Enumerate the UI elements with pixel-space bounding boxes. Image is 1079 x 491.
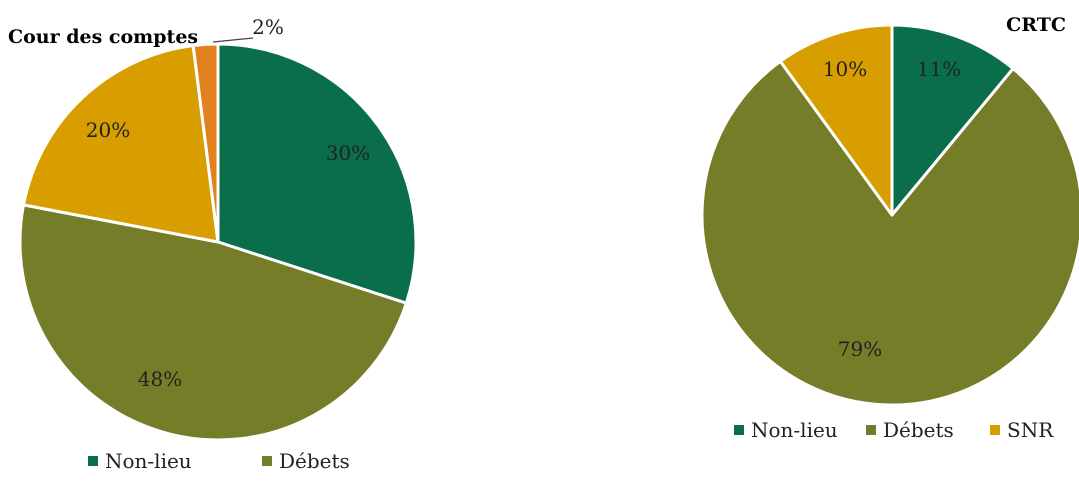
legend-item-d-bets: Débets	[866, 418, 954, 442]
data-label-other: 2%	[252, 15, 284, 39]
legend-label: Non-lieu	[751, 418, 838, 442]
data-label-d-bets: 48%	[138, 367, 182, 391]
chart-title: CRTC	[1006, 14, 1066, 36]
legend-label: Débets	[279, 449, 350, 473]
legend-swatch	[734, 425, 744, 435]
legend-swatch	[262, 456, 272, 466]
legend-label: Débets	[883, 418, 954, 442]
data-label-d-bets: 79%	[838, 337, 882, 361]
data-label-snr: 20%	[86, 118, 130, 142]
chart-legend: Non-lieu Débets SNR	[734, 418, 1054, 442]
label-leader-line	[212, 37, 254, 43]
chart-title: Cour des comptes	[8, 26, 198, 48]
chart-legend: Non-lieu Débets	[88, 449, 350, 473]
pie-slices	[700, 23, 1079, 407]
pie-slice-non-lieu	[890, 23, 1015, 217]
legend-label: Non-lieu	[105, 449, 192, 473]
pie-labels: 30% 48% 20% 2%	[86, 15, 370, 391]
pie-slice-d-bets	[18, 203, 408, 442]
pie-slice-other	[191, 42, 220, 244]
data-label-snr: 10%	[823, 57, 867, 81]
pie-slice-non-lieu	[216, 42, 418, 305]
legend-item-non-lieu: Non-lieu	[734, 418, 838, 442]
legend-label: SNR	[1007, 418, 1054, 442]
pie-chart-cour-des-comptes: 30% 48% 20% 2% Cour des comptes Non-lieu Déb…	[8, 15, 418, 473]
pie-slice-d-bets	[700, 59, 1079, 407]
pie-labels: 11% 79% 10%	[823, 57, 961, 361]
pie-slice-snr	[778, 23, 894, 217]
legend-swatch	[990, 425, 1000, 435]
pie-chart-crtc: 11% 79% 10% CRTC Non-lieu Débets SNR	[700, 14, 1079, 442]
legend-swatch	[866, 425, 876, 435]
legend-item-d-bets: Débets	[262, 449, 350, 473]
legend-item-snr: SNR	[990, 418, 1054, 442]
pie-slice-snr	[22, 44, 220, 244]
data-label-non-lieu: 11%	[917, 57, 961, 81]
legend-swatch	[88, 456, 98, 466]
pie-slices	[18, 42, 418, 442]
data-label-non-lieu: 30%	[326, 141, 370, 165]
legend-item-non-lieu: Non-lieu	[88, 449, 192, 473]
